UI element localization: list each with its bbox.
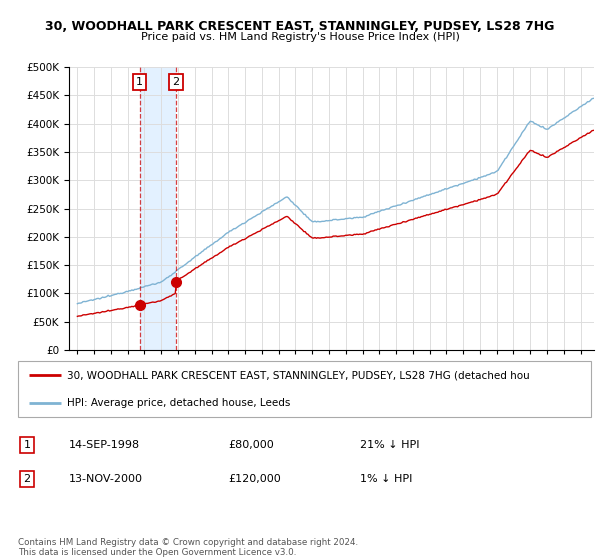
Text: 2: 2 <box>23 474 31 484</box>
Text: £80,000: £80,000 <box>228 440 274 450</box>
Bar <box>140 67 176 350</box>
Text: Contains HM Land Registry data © Crown copyright and database right 2024.
This d: Contains HM Land Registry data © Crown c… <box>18 538 358 557</box>
Text: 1: 1 <box>23 440 31 450</box>
FancyBboxPatch shape <box>18 361 591 417</box>
Text: HPI: Average price, detached house, Leeds: HPI: Average price, detached house, Leed… <box>67 398 290 408</box>
Text: 14-SEP-1998: 14-SEP-1998 <box>69 440 140 450</box>
Text: Price paid vs. HM Land Registry's House Price Index (HPI): Price paid vs. HM Land Registry's House … <box>140 32 460 43</box>
Text: 1% ↓ HPI: 1% ↓ HPI <box>360 474 412 484</box>
Text: 13-NOV-2000: 13-NOV-2000 <box>69 474 143 484</box>
Text: 2: 2 <box>172 77 179 87</box>
Text: 1: 1 <box>136 77 143 87</box>
Text: 30, WOODHALL PARK CRESCENT EAST, STANNINGLEY, PUDSEY, LS28 7HG: 30, WOODHALL PARK CRESCENT EAST, STANNIN… <box>46 20 554 32</box>
Text: 30, WOODHALL PARK CRESCENT EAST, STANNINGLEY, PUDSEY, LS28 7HG (detached hou: 30, WOODHALL PARK CRESCENT EAST, STANNIN… <box>67 370 529 380</box>
Text: 21% ↓ HPI: 21% ↓ HPI <box>360 440 419 450</box>
Text: £120,000: £120,000 <box>228 474 281 484</box>
